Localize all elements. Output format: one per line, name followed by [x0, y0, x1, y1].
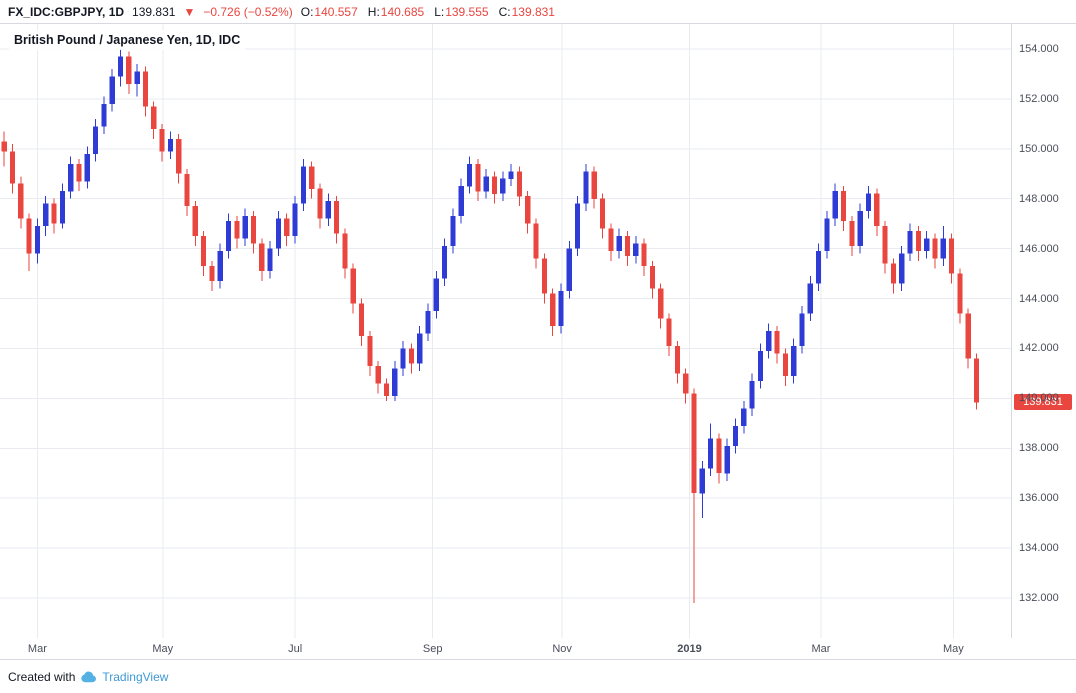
ohlc-values: O: 140.557 H: 140.685 L: 139.555 C: 139.831 [301, 5, 555, 19]
time-axis-label: May [152, 643, 174, 655]
price-axis-label: 152.000 [1019, 92, 1059, 105]
price-axis-label: 132.000 [1019, 592, 1059, 605]
price-axis-label: 144.000 [1019, 292, 1059, 305]
down-triangle-icon: ▼ [183, 4, 196, 19]
created-with-text: Created with [8, 669, 76, 684]
last-price-value: 139.831 [132, 4, 176, 19]
high-value: H: 140.685 [368, 5, 424, 19]
time-axis[interactable]: Mar May Jul Sep Nov 2019 Mar May [0, 638, 1076, 660]
chart-region: British Pound / Japanese Yen, 1D, IDC 13… [0, 24, 1076, 638]
low-value: L: 139.555 [434, 5, 488, 19]
chart-legend[interactable]: British Pound / Japanese Yen, 1D, IDC [8, 30, 247, 50]
time-axis-label: Jul [288, 643, 303, 655]
price-axis-label: 136.000 [1019, 492, 1059, 505]
price-axis-label: 150.000 [1019, 142, 1059, 155]
time-axis-label: Sep [422, 643, 443, 655]
last-price-badge: 139.831 [1014, 393, 1072, 410]
open-label: O: [300, 4, 314, 19]
price-axis-label: 146.000 [1019, 242, 1059, 255]
price-axis-label: 142.000 [1019, 342, 1059, 355]
price-change: −0.726 (−0.52%) [203, 4, 293, 19]
attribution-footer: Created with TradingView [0, 660, 1076, 693]
close-number: 139.831 [511, 4, 555, 19]
chart-header: FX_IDC:GBPJPY, 1D 139.831 ▼ −0.726 (−0.5… [0, 0, 1076, 24]
open-number: 140.557 [314, 4, 358, 19]
price-axis-label: 138.000 [1019, 442, 1059, 455]
price-axis-label: 140.000 [1019, 392, 1059, 405]
time-axis-label: May [942, 643, 964, 655]
close-value: C: 139.831 [499, 5, 555, 19]
low-number: 139.555 [445, 4, 489, 19]
time-axis-label: Nov [552, 643, 572, 655]
time-axis-label: 2019 [677, 643, 702, 655]
tradingview-wordmark[interactable]: TradingView [102, 669, 169, 684]
low-label: L: [434, 4, 445, 19]
symbol-title[interactable]: FX_IDC:GBPJPY, 1D [8, 4, 125, 19]
tradingview-logo-icon[interactable] [80, 671, 97, 683]
price-axis-label: 154.000 [1019, 42, 1059, 55]
price-axis[interactable]: 139.831 154.000 152.000 150.000 148.000 146.… [1012, 24, 1076, 638]
high-label: H: [367, 4, 380, 19]
time-axis-label: Mar [27, 643, 47, 655]
price-axis-label: 134.000 [1019, 542, 1059, 555]
high-number: 140.685 [380, 4, 425, 19]
price-axis-label: 148.000 [1019, 192, 1059, 205]
open-value: O: 140.557 [301, 5, 358, 19]
time-axis-label: Mar [811, 643, 831, 655]
plot-area[interactable]: British Pound / Japanese Yen, 1D, IDC [0, 24, 1012, 638]
close-label: C: [498, 4, 511, 19]
candlestick-chart [0, 24, 1011, 638]
